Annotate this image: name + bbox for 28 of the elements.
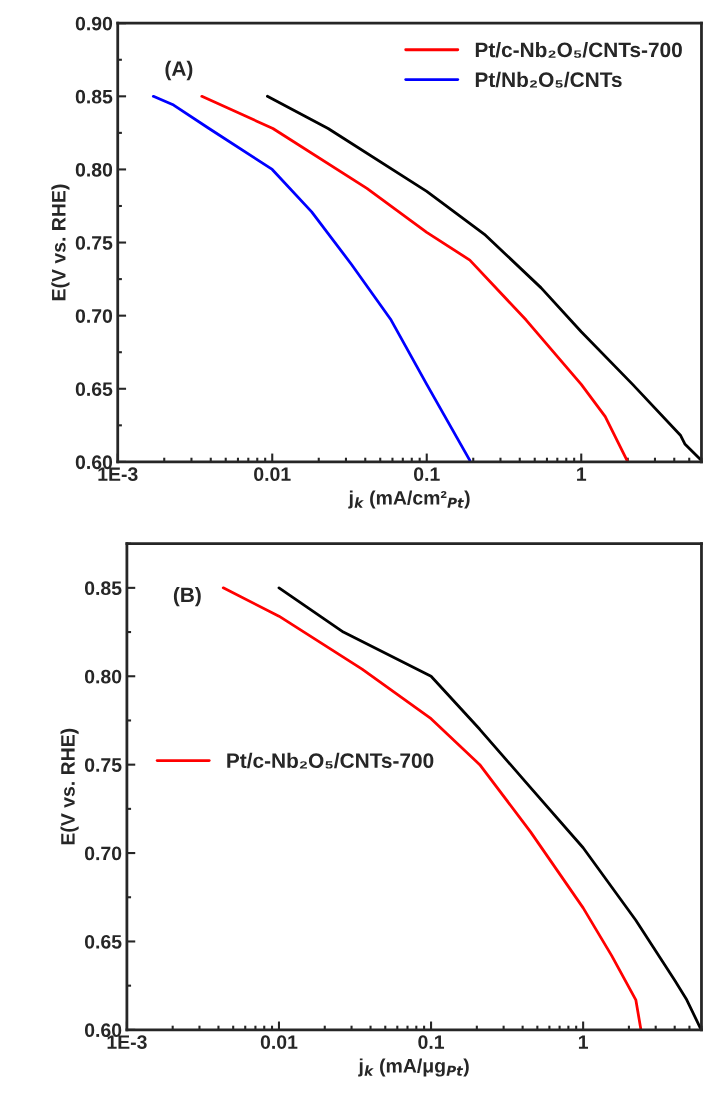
y-tick-label: 0.65: [75, 382, 113, 397]
annotation: (B): [173, 586, 201, 607]
annotation: (A): [165, 60, 193, 81]
x-axis-title: j$_{k}$ (mA/μg$_{Pt}$): [358, 1058, 469, 1077]
x-tick-label: 0.1: [414, 467, 440, 482]
y-tick-label: 0.90: [75, 16, 113, 31]
y-tick-label: 0.75: [75, 236, 113, 250]
y-tick-label: 0.65: [84, 934, 122, 949]
y-tick-label: 0.80: [84, 669, 122, 684]
x-tick-label: 1: [578, 1035, 588, 1049]
y-tick-label: 0.75: [84, 758, 122, 772]
x-tick-label: 0.01: [260, 1035, 298, 1049]
y-tick-label: 0.85: [75, 89, 113, 104]
y-tick-label: 0.70: [75, 309, 113, 323]
y-tick-label: 0.80: [75, 162, 113, 177]
x-tick-label: 0.01: [254, 467, 291, 482]
legend-label: Pt/Nb₂O₅/CNTs: [475, 71, 622, 88]
y-axis-title: E(V vs. RHE): [51, 184, 70, 301]
y-axis-title: E(V vs. RHE): [60, 728, 79, 845]
x-tick-label: 1: [577, 467, 587, 481]
legend-label: Pt/c-Nb₂O₅/CNTs-700: [227, 752, 434, 769]
x-tick-label: 0.1: [418, 1035, 445, 1049]
y-tick-label: 0.85: [84, 581, 122, 596]
x-tick-label: 1E-3: [107, 1035, 147, 1050]
y-tick-label: 0.60: [84, 1023, 122, 1038]
x-axis-title: j$_{k}$ (mA/cm²$_{Pt}$): [348, 490, 470, 509]
legend-label: Pt/c-Nb₂O₅/CNTs-700: [475, 41, 682, 58]
y-tick-label: 0.70: [84, 846, 122, 861]
